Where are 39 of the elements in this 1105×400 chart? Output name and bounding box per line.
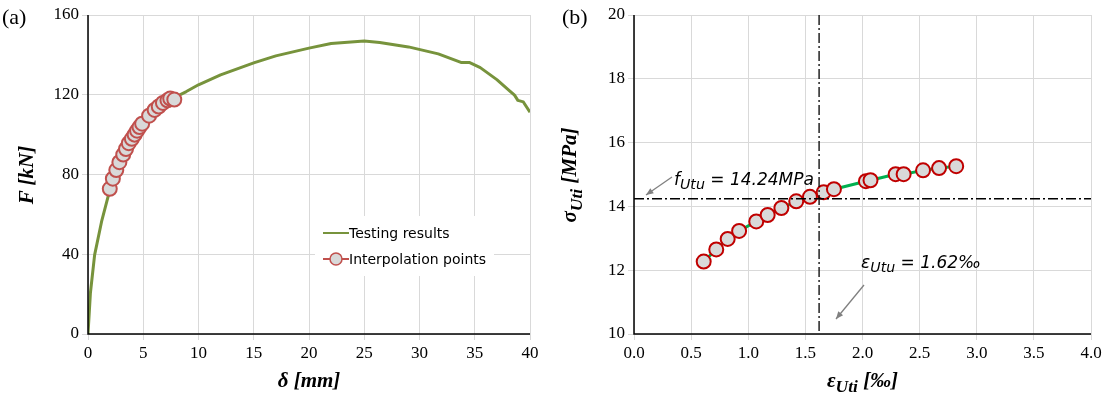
ref-line-label: ε$_{Utu}$ = 1.62‰ <box>861 252 982 276</box>
chart-title: (a) <box>2 4 27 30</box>
y-tick-label: 14 <box>608 195 626 215</box>
y-tick-label: 10 <box>608 323 625 343</box>
y-tick-label: 0 <box>70 323 79 343</box>
x-axis-title: δ [mm] <box>277 368 341 393</box>
x-tick-label: 2.0 <box>851 342 874 362</box>
x-tick-label: 2.5 <box>909 342 931 362</box>
y-tick-label: 80 <box>62 163 79 183</box>
legend-label: Testing results <box>349 225 450 241</box>
y-tick-label: 18 <box>608 68 625 88</box>
x-tick-label: 10 <box>190 342 207 362</box>
x-tick-label: 3.5 <box>1023 342 1045 362</box>
x-tick-label: 20 <box>300 342 318 362</box>
x-tick-label: 35 <box>466 342 484 362</box>
ref-line-label: f$_{Utu}$ = 14.24MPa <box>674 168 814 193</box>
x-tick-label: 40 <box>521 342 539 362</box>
x-tick-label: 0.5 <box>680 342 702 362</box>
chart-title: (b) <box>562 4 588 30</box>
y-tick-label: 12 <box>608 259 625 279</box>
x-tick-label: 4.0 <box>1080 342 1102 362</box>
y-tick-label: 120 <box>53 84 79 104</box>
x-tick-label: 15 <box>245 342 263 362</box>
point <box>166 91 183 108</box>
x-tick-label: 1.5 <box>794 342 816 362</box>
x-tick-label: 1.0 <box>737 342 759 362</box>
y-tick-label: 16 <box>608 132 625 152</box>
x-tick-label: 0 <box>83 342 93 362</box>
x-tick-label: 25 <box>355 342 373 362</box>
x-tick-label: 30 <box>411 342 428 362</box>
y-tick-label: 160 <box>53 4 79 24</box>
legend-label: Interpolation points <box>349 251 487 267</box>
x-tick-label: 5 <box>139 342 148 362</box>
y-tick-label: 40 <box>62 243 79 263</box>
y-tick-label: 20 <box>608 4 625 24</box>
x-tick-label: 3.0 <box>966 342 988 362</box>
y-axis-title: F [kN] <box>13 145 39 204</box>
x-tick-label: 0.0 <box>623 342 645 362</box>
x-axis-title: ε$_{Uti}$ [‰] <box>826 368 899 398</box>
